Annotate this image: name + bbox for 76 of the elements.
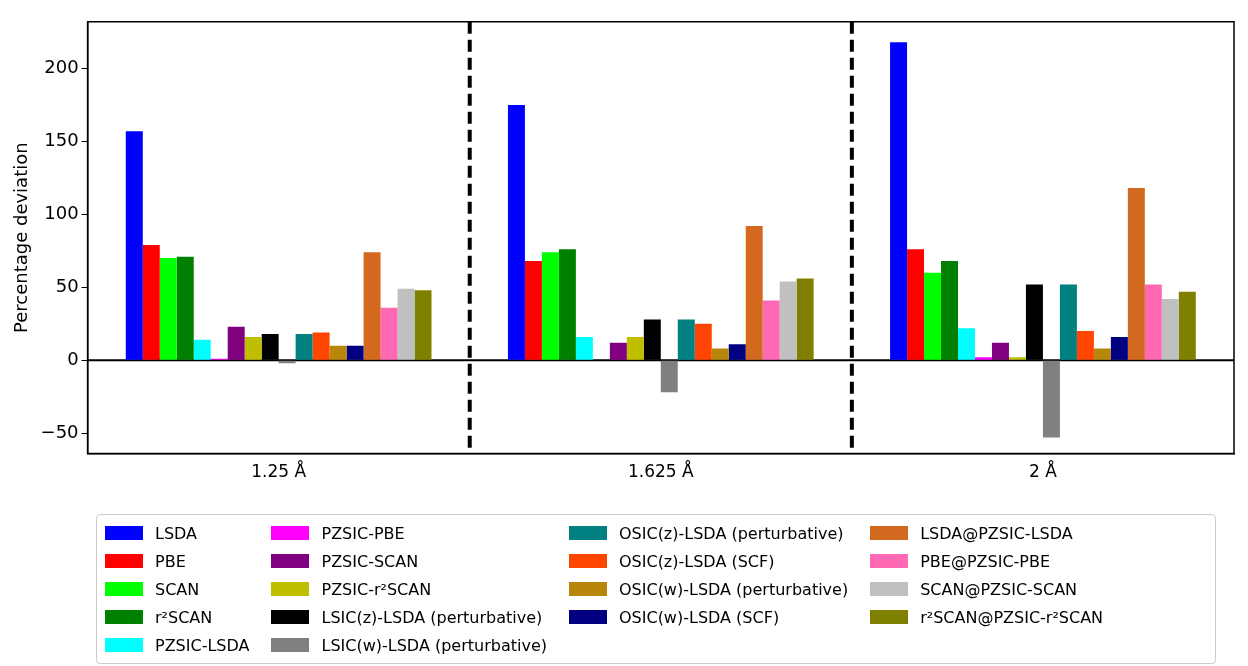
- bar: [711, 348, 729, 360]
- bar: [244, 336, 262, 360]
- bar: [380, 307, 398, 360]
- x-tick-label: 1.625 Å: [627, 460, 695, 482]
- x-tick-label: 2 Å: [1029, 460, 1058, 482]
- y-axis-title: Percentage deviation: [10, 142, 32, 334]
- bar: [1110, 336, 1128, 360]
- legend-label: LSIC(z)-LSDA (perturbative): [321, 607, 543, 627]
- bar: [907, 249, 925, 360]
- bar: [558, 249, 576, 360]
- legend-label: OSIC(w)-LSDA (perturbative): [618, 579, 849, 599]
- bar: [1008, 357, 1026, 360]
- bar: [660, 360, 678, 393]
- bar: [295, 333, 313, 360]
- bar: [796, 278, 814, 360]
- y-tick-label: 0: [67, 347, 79, 369]
- legend-label: PZSIC-SCAN: [321, 551, 419, 571]
- bar: [694, 323, 712, 360]
- legend-label: PZSIC-r²SCAN: [321, 579, 432, 599]
- bar: [1161, 298, 1179, 360]
- legend-label: OSIC(w)-LSDA (SCF): [618, 607, 780, 627]
- x-tick-label: 1.25 Å: [251, 460, 307, 482]
- bar: [890, 42, 908, 360]
- bar: [626, 336, 644, 360]
- bar: [728, 344, 746, 360]
- bar: [227, 326, 245, 360]
- legend-label: OSIC(z)-LSDA (SCF): [618, 551, 775, 571]
- bar: [193, 339, 211, 360]
- bar: [924, 272, 942, 360]
- bar: [312, 332, 330, 360]
- bar: [1042, 360, 1060, 438]
- bar: [414, 290, 432, 360]
- bar: [1127, 188, 1145, 360]
- bar: [541, 252, 559, 360]
- legend-label: LSDA: [155, 523, 198, 543]
- legend-label: PZSIC-PBE: [321, 523, 405, 543]
- legend-label: PBE@PZSIC-PBE: [920, 551, 1051, 571]
- bar: [397, 288, 415, 360]
- legend-label: SCAN@PZSIC-SCAN: [920, 579, 1078, 599]
- bar: [363, 252, 381, 360]
- bar: [142, 244, 160, 360]
- bar: [1076, 331, 1094, 360]
- bar: [1093, 348, 1111, 360]
- bar: [958, 328, 975, 360]
- bar: [779, 281, 797, 360]
- y-tick-label: 200: [44, 56, 79, 78]
- bar: [609, 342, 627, 360]
- bar: [975, 357, 992, 360]
- legend-label: LSDA@PZSIC-LSDA: [920, 523, 1073, 543]
- bar: [524, 261, 542, 360]
- y-tick-label: 50: [55, 274, 79, 296]
- bar: [745, 226, 763, 360]
- bar: [507, 104, 525, 360]
- bar: [346, 345, 364, 360]
- bar: [1178, 291, 1196, 360]
- legend-label: r²SCAN@PZSIC-r²SCAN: [920, 607, 1104, 627]
- bar: [159, 258, 177, 360]
- bar: [125, 131, 143, 360]
- legend-label: PBE: [155, 551, 186, 571]
- bar: [575, 336, 593, 360]
- bar: [1059, 284, 1077, 360]
- legend-label: r²SCAN: [155, 607, 213, 627]
- bar: [677, 319, 695, 360]
- y-tick-label: 150: [44, 129, 79, 151]
- bar: [1144, 284, 1162, 360]
- legend-label: OSIC(z)-LSDA (perturbative): [618, 523, 844, 543]
- bar: [329, 345, 347, 360]
- y-tick-label: −50: [40, 420, 79, 442]
- bar: [941, 261, 959, 360]
- bar: [762, 300, 780, 360]
- bar: [991, 342, 1009, 360]
- y-tick-label: 100: [44, 202, 79, 224]
- legend-label: LSIC(w)-LSDA (perturbative): [321, 635, 547, 655]
- legend-label: PZSIC-LSDA: [155, 635, 250, 655]
- bar: [176, 256, 194, 360]
- legend-label: SCAN: [155, 579, 200, 599]
